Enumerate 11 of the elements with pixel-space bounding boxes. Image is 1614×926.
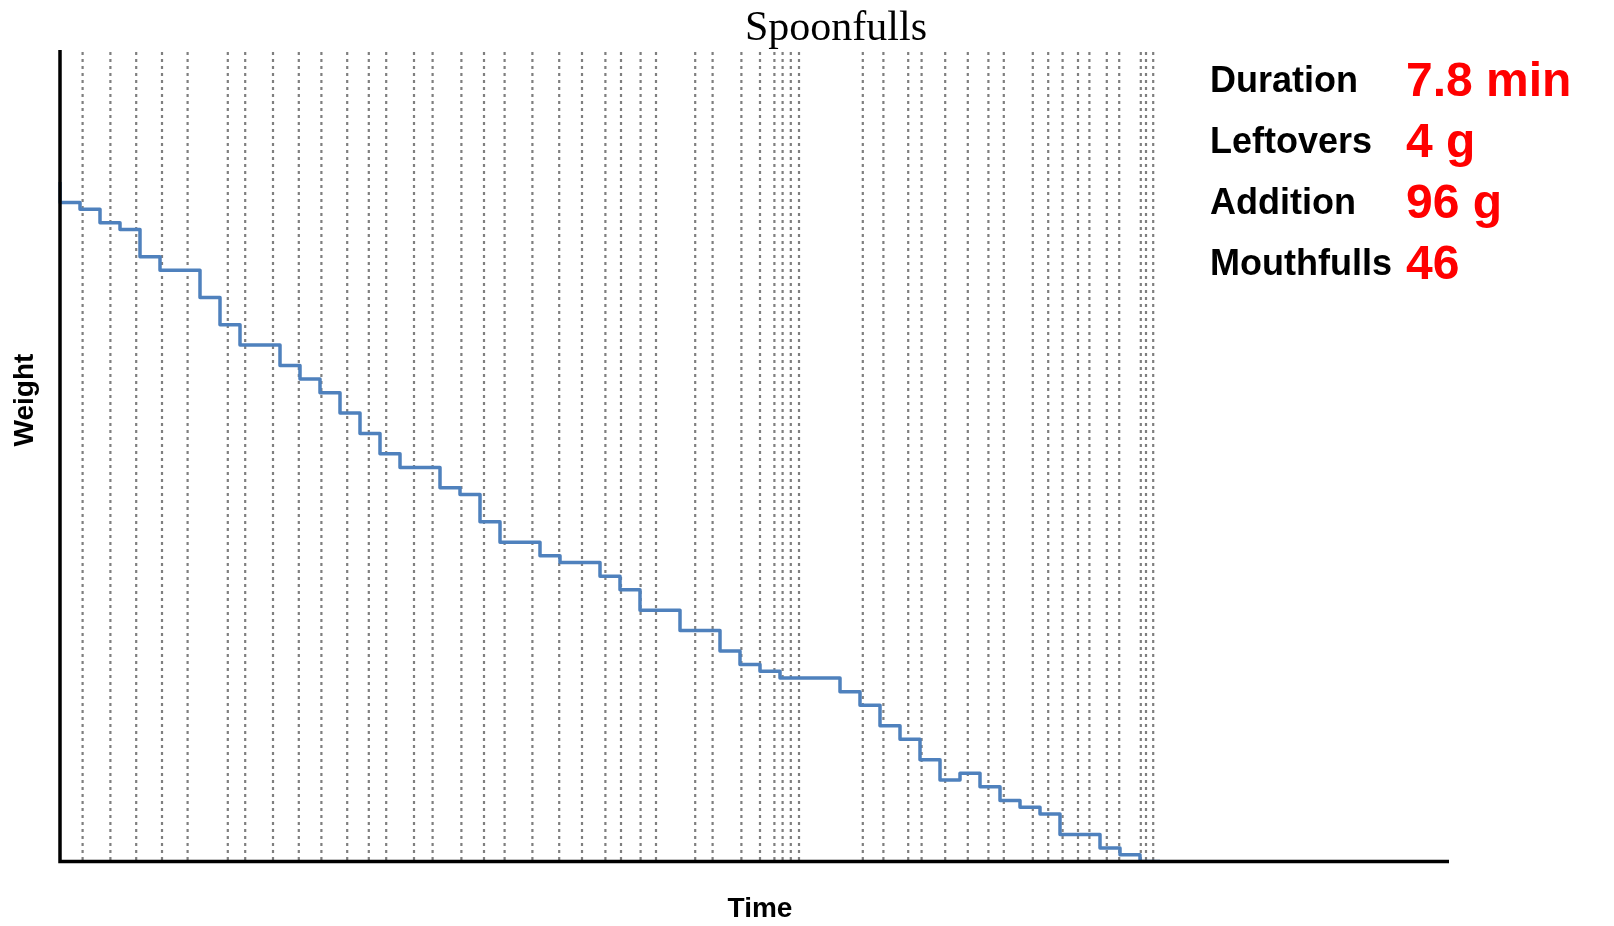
text: 7.8 min [1405,52,1572,107]
text: Duration [1210,58,1359,101]
text: Addition [1210,180,1357,223]
text: 46 [1405,235,1461,290]
text: Mouthfulls [1210,241,1392,284]
text: Leftovers [1210,119,1374,162]
text: 96 g [1405,174,1503,229]
text: 4 g [1405,113,1477,168]
x-axis-title: Time [726,892,794,924]
chart-title: Spoonfulls [744,2,928,50]
y-axis-title: Weight [8,353,40,447]
